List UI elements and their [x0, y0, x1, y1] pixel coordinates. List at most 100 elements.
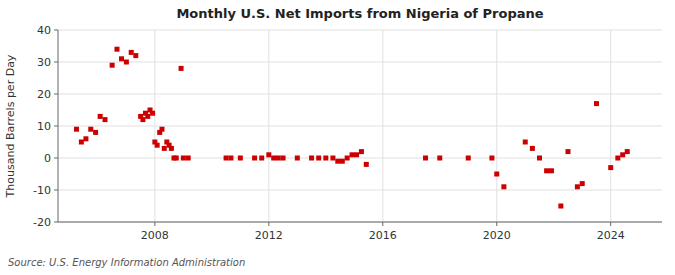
- point: [359, 149, 364, 154]
- point: [238, 156, 243, 161]
- point: [174, 156, 179, 161]
- point: [345, 156, 350, 161]
- point: [608, 165, 613, 170]
- source: Source: U.S. Energy Information Administ…: [8, 257, 245, 268]
- point: [159, 127, 164, 132]
- x-tick: [610, 222, 611, 226]
- point: [558, 204, 563, 209]
- point: [354, 152, 359, 157]
- point: [309, 156, 314, 161]
- x-grid-line: [382, 30, 383, 222]
- point: [224, 156, 229, 161]
- point: [494, 172, 499, 177]
- y-grid-line: [58, 62, 662, 63]
- point: [594, 101, 599, 106]
- y-grid-line: [58, 190, 662, 191]
- point: [93, 130, 98, 135]
- y-tick-label: 0: [44, 152, 51, 165]
- x-tick-label: 2012: [255, 229, 283, 242]
- point: [150, 111, 155, 116]
- y-tick-label: -20: [33, 216, 51, 229]
- point: [530, 146, 535, 151]
- y-axis-label: Thousand Barrels per Day: [4, 54, 17, 198]
- x-grid-line: [154, 30, 155, 222]
- point: [565, 149, 570, 154]
- y-tick: [54, 126, 58, 127]
- y-grid-line: [58, 222, 662, 223]
- point: [295, 156, 300, 161]
- point: [186, 156, 191, 161]
- point: [124, 60, 129, 65]
- point: [228, 156, 233, 161]
- point: [523, 140, 528, 145]
- grid: [58, 30, 662, 222]
- point: [271, 156, 276, 161]
- point: [544, 168, 549, 173]
- point: [179, 66, 184, 71]
- point: [323, 156, 328, 161]
- point: [537, 156, 542, 161]
- point: [79, 140, 84, 145]
- point: [625, 149, 630, 154]
- point: [252, 156, 257, 161]
- x-grid-line: [496, 30, 497, 222]
- x-tick-label: 2016: [369, 229, 397, 242]
- point: [74, 127, 79, 132]
- point: [340, 159, 345, 164]
- point: [155, 143, 160, 148]
- point: [181, 156, 186, 161]
- point: [466, 156, 471, 161]
- point: [133, 53, 138, 58]
- point: [98, 114, 103, 119]
- x-tick: [382, 222, 383, 226]
- point: [140, 117, 145, 122]
- point: [364, 162, 369, 167]
- point: [145, 114, 150, 119]
- point: [501, 184, 506, 189]
- point: [266, 152, 271, 157]
- point: [316, 156, 321, 161]
- point: [83, 136, 88, 141]
- axes: -20-1001020304020082012201620202024: [33, 24, 662, 242]
- point: [281, 156, 286, 161]
- point: [615, 156, 620, 161]
- x-grid-line: [610, 30, 611, 222]
- y-grid-line: [58, 30, 662, 31]
- x-tick-label: 2024: [597, 229, 625, 242]
- point: [129, 50, 134, 55]
- point: [276, 156, 281, 161]
- point: [110, 63, 115, 68]
- point: [350, 152, 355, 157]
- y-tick: [54, 94, 58, 95]
- point: [620, 152, 625, 157]
- y-tick: [54, 62, 58, 63]
- x-tick: [496, 222, 497, 226]
- point: [335, 159, 340, 164]
- point: [489, 156, 494, 161]
- point: [330, 156, 335, 161]
- y-tick-label: 20: [37, 88, 51, 101]
- point: [103, 117, 108, 122]
- y-tick-label: -10: [33, 184, 51, 197]
- point: [162, 146, 167, 151]
- y-axis-line: [58, 30, 59, 222]
- point: [437, 156, 442, 161]
- title: Monthly U.S. Net Imports from Nigeria of…: [176, 6, 543, 21]
- point: [549, 168, 554, 173]
- y-tick: [54, 30, 58, 31]
- x-tick-label: 2008: [141, 229, 169, 242]
- x-grid-line: [268, 30, 269, 222]
- point: [88, 127, 93, 132]
- point: [259, 156, 264, 161]
- x-tick-label: 2020: [483, 229, 511, 242]
- x-tick: [268, 222, 269, 226]
- point: [580, 181, 585, 186]
- y-tick-label: 40: [37, 24, 51, 37]
- x-axis-line: [58, 222, 662, 223]
- y-grid-line: [58, 158, 662, 159]
- y-tick: [54, 158, 58, 159]
- point: [119, 56, 124, 61]
- points: [74, 47, 630, 209]
- x-tick: [154, 222, 155, 226]
- y-tick: [54, 222, 58, 223]
